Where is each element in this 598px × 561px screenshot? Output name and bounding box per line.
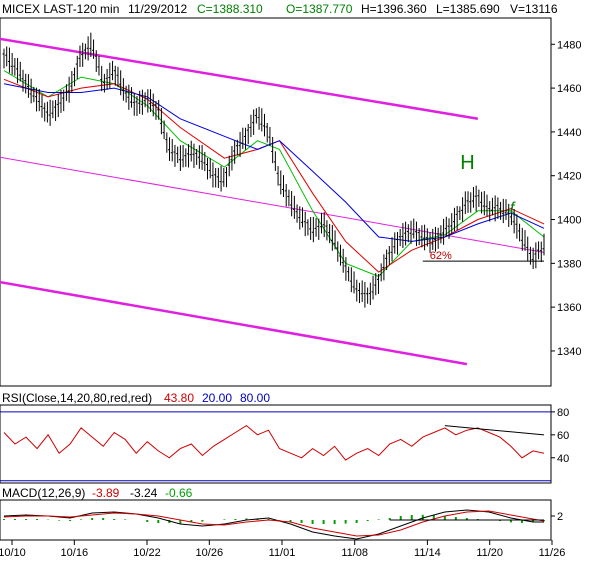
rsi-value: 43.80 xyxy=(164,391,194,405)
panel-frames xyxy=(0,17,552,541)
y-tick-label: 1440 xyxy=(557,127,581,139)
x-tick-label: 10/16 xyxy=(61,547,89,559)
header-low: L=1385.690 xyxy=(436,2,500,16)
header-volume: V=13116 xyxy=(510,2,558,16)
x-tick-label: 10/26 xyxy=(196,547,224,559)
macd-panel-frame xyxy=(0,499,552,541)
moving-average-ma_slow xyxy=(3,83,545,242)
header-open: O=1387.770 xyxy=(286,2,353,16)
macd-label: MACD(12,26,9) xyxy=(2,486,85,500)
rsi-y-tick-label: 60 xyxy=(557,430,569,442)
rsi-trendline xyxy=(444,425,545,436)
rsi-label: RSI(Close,14,20,80,red,red) xyxy=(2,391,152,405)
rsi-lower: 20.00 xyxy=(202,391,232,405)
y-tick-label: 1340 xyxy=(557,346,581,358)
x-tick-label: 11/26 xyxy=(539,547,566,559)
x-tick-label: 11/20 xyxy=(476,547,503,559)
x-tick-label: 11/01 xyxy=(269,547,296,559)
channel-line xyxy=(0,37,479,120)
channel-line xyxy=(0,156,545,253)
y-axis-ticks: 1340 1360 1380 1400 1420 1440 1460 1480 xyxy=(551,39,581,358)
macd-panel: 2 xyxy=(3,509,563,540)
y-tick-label: 1380 xyxy=(557,258,581,270)
macd-signal-value: -3.24 xyxy=(130,486,158,500)
macd-header: MACD(12,26,9) -3.89 -3.24 -0.66 xyxy=(2,486,193,500)
channel-lines xyxy=(0,37,545,366)
header-close: C=1388.310 xyxy=(197,2,263,16)
y-tick-label: 1460 xyxy=(557,83,581,95)
rsi-panel: 40 60 80 xyxy=(0,407,569,482)
y-tick-label: 1480 xyxy=(557,39,581,51)
header-high: H=1396.360 xyxy=(361,2,427,16)
y-tick-label: 1400 xyxy=(557,215,581,227)
x-tick-label: 11/08 xyxy=(341,547,368,559)
macd-value: -3.89 xyxy=(92,486,120,500)
moving-average-ma_fast xyxy=(3,70,545,278)
channel-line xyxy=(0,280,468,366)
x-axis-ticks: 10/10 10/16 10/22 10/26 11/01 11/08 11/14 11/20… xyxy=(0,540,565,559)
y-tick-label: 1360 xyxy=(557,302,581,314)
fib-62-label: 62% xyxy=(430,250,452,262)
rsi-y-tick-label: 40 xyxy=(557,453,569,465)
y-tick-label: 1420 xyxy=(557,171,581,183)
macd-y-tick-label: 2 xyxy=(557,511,563,523)
x-tick-label: 10/22 xyxy=(133,547,161,559)
f-annotation: f xyxy=(510,200,516,217)
x-tick-label: 10/10 xyxy=(0,547,26,559)
header-symbol: MICEX LAST-120 min xyxy=(2,2,119,16)
moving-averages xyxy=(3,70,545,278)
x-tick-label: 11/14 xyxy=(414,547,441,559)
rsi-y-tick-label: 80 xyxy=(557,407,569,419)
price-header: MICEX LAST-120 min 11/29/2012 C=1388.310… xyxy=(2,2,558,16)
macd-hist-value: -0.66 xyxy=(165,486,193,500)
rsi-header: RSI(Close,14,20,80,red,red) 43.80 20.00 … xyxy=(2,391,270,405)
price-bars xyxy=(2,32,545,308)
price-panel-frame xyxy=(0,17,552,387)
rsi-upper: 80.00 xyxy=(240,391,270,405)
macd-signal-line xyxy=(3,510,545,537)
rsi-panel-frame xyxy=(0,404,552,484)
header-date: 11/29/2012 xyxy=(128,2,187,16)
rsi-line xyxy=(3,424,545,461)
h-annotation: H xyxy=(460,152,474,174)
annotations: H f 62% xyxy=(430,152,516,262)
